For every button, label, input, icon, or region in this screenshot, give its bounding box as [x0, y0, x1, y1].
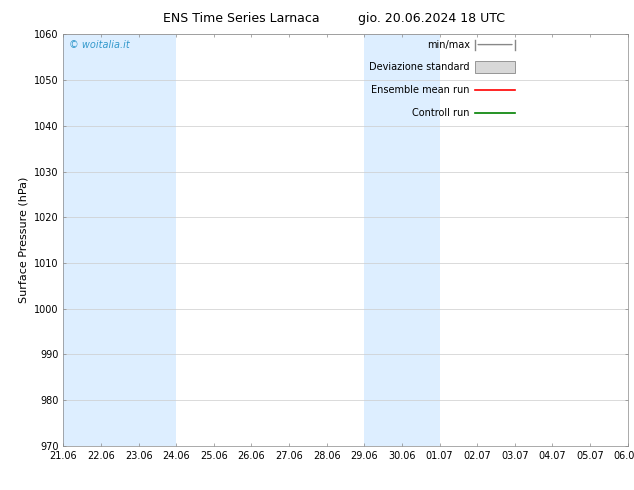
Text: Ensemble mean run: Ensemble mean run: [371, 85, 470, 95]
Text: Deviazione standard: Deviazione standard: [369, 62, 470, 72]
Text: min/max: min/max: [427, 40, 470, 49]
Bar: [365, 34, 439, 446]
Y-axis label: Surface Pressure (hPa): Surface Pressure (hPa): [18, 177, 29, 303]
Bar: [476, 61, 515, 74]
Text: gio. 20.06.2024 18 UTC: gio. 20.06.2024 18 UTC: [358, 12, 505, 25]
Text: ENS Time Series Larnaca: ENS Time Series Larnaca: [162, 12, 320, 25]
Bar: [63, 34, 176, 446]
Bar: [628, 34, 634, 446]
Text: Controll run: Controll run: [412, 107, 470, 118]
Text: © woitalia.it: © woitalia.it: [69, 41, 130, 50]
